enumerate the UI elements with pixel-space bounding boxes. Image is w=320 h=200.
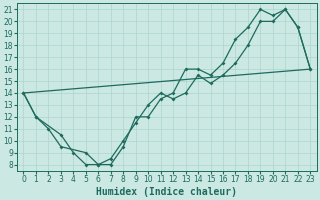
X-axis label: Humidex (Indice chaleur): Humidex (Indice chaleur): [96, 186, 237, 197]
